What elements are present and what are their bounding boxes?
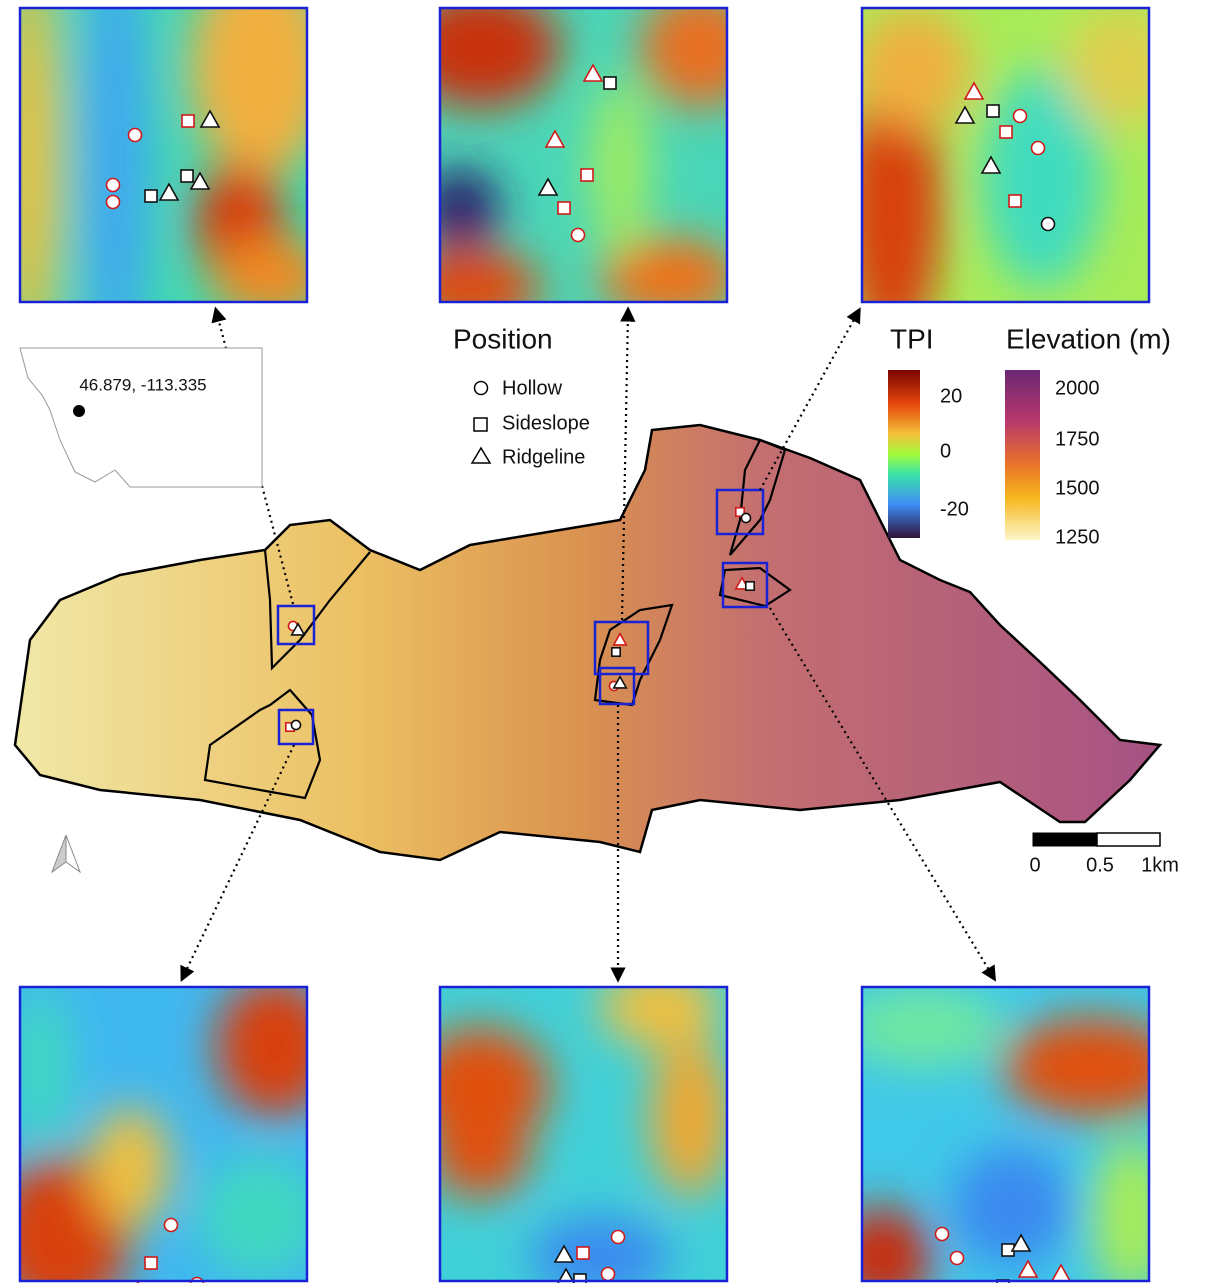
tpi-patch <box>852 8 972 128</box>
colorbar-title: Elevation (m) <box>1006 323 1171 354</box>
sideslope-site <box>746 582 754 590</box>
tpi-patch <box>200 1157 320 1277</box>
sideslope-site <box>612 648 620 656</box>
hollow-site <box>936 1228 949 1241</box>
sideslope-site <box>145 1257 157 1269</box>
sideslope-site <box>182 115 194 127</box>
tpi-patch <box>650 1037 730 1197</box>
elevation-colorbar: Elevation (m) 2000 1750 1500 1250 <box>1005 323 1171 548</box>
hollow-site <box>612 1231 625 1244</box>
location-label: 46.879, -113.335 <box>79 375 206 394</box>
colorbar-tick: 2000 <box>1055 377 1100 399</box>
tpi-patch <box>590 78 650 258</box>
hollow-site <box>129 129 142 142</box>
tpi-patch <box>430 1117 530 1197</box>
hollow-site <box>1042 218 1055 231</box>
tpi-patch <box>1002 1017 1182 1117</box>
inset <box>842 8 1182 348</box>
legend-item: Ridgeline <box>502 446 585 468</box>
tpi-patch <box>1062 8 1182 128</box>
tpi-patch <box>215 977 335 1117</box>
figure: 46.879, -113.335 Position Hollow Sideslo… <box>0 0 1206 1283</box>
inset <box>0 0 330 378</box>
scale-label: 1km <box>1141 854 1179 876</box>
scale-bar: 0 0.5 1km <box>1029 833 1178 876</box>
scale-label: 0.5 <box>1086 854 1114 876</box>
sideslope-site <box>1000 126 1012 138</box>
tpi-patch <box>210 238 330 318</box>
tpi-patch <box>600 967 720 1047</box>
colorbar-tick: -20 <box>940 498 969 520</box>
colorbar-tick: 1750 <box>1055 428 1100 450</box>
legend-item: Hollow <box>502 377 563 399</box>
hollow-site <box>107 196 120 209</box>
locator-map: 46.879, -113.335 <box>20 348 262 487</box>
sideslope-site <box>181 170 193 182</box>
colorbar-tick: 1250 <box>1055 526 1100 548</box>
watershed <box>15 425 1160 860</box>
scale-label: 0 <box>1029 854 1040 876</box>
tpi-patch <box>842 987 1002 1067</box>
hollow-site <box>602 1268 615 1281</box>
hollow-site <box>572 229 585 242</box>
sideslope-site <box>145 190 157 202</box>
hollow-site <box>741 513 750 522</box>
legend-item: Sideslope <box>502 412 590 434</box>
hollow-site <box>291 720 300 729</box>
sideslope-site <box>558 202 570 214</box>
hollow-site <box>165 1219 178 1232</box>
inset <box>400 0 760 328</box>
sideslope-site <box>1009 195 1021 207</box>
hollow-site <box>1032 142 1045 155</box>
north-arrow <box>52 835 80 872</box>
tpi-colorbar: TPI 20 0 -20 <box>888 323 969 538</box>
tpi-patch <box>420 168 500 248</box>
colorbar-tick: 0 <box>940 440 951 462</box>
inset <box>410 967 730 1283</box>
sideslope-site <box>577 1247 589 1259</box>
colorbar-tick: 1500 <box>1055 477 1100 499</box>
colorbar-title: TPI <box>890 323 934 354</box>
hollow-site <box>951 1252 964 1265</box>
sideslope-site <box>604 77 616 89</box>
sideslope-site <box>581 169 593 181</box>
inset <box>832 987 1182 1283</box>
tpi-patch <box>400 248 540 328</box>
position-legend: Position Hollow Sideslope Ridgeline <box>453 323 590 468</box>
inset <box>0 977 335 1283</box>
sideslope-site <box>987 105 999 117</box>
tpi-patch <box>0 0 60 358</box>
colorbar-tick: 20 <box>940 385 962 407</box>
tpi-patch <box>90 1107 170 1227</box>
hollow-site <box>107 179 120 192</box>
legend-title: Position <box>453 323 553 354</box>
hollow-site <box>1014 110 1027 123</box>
